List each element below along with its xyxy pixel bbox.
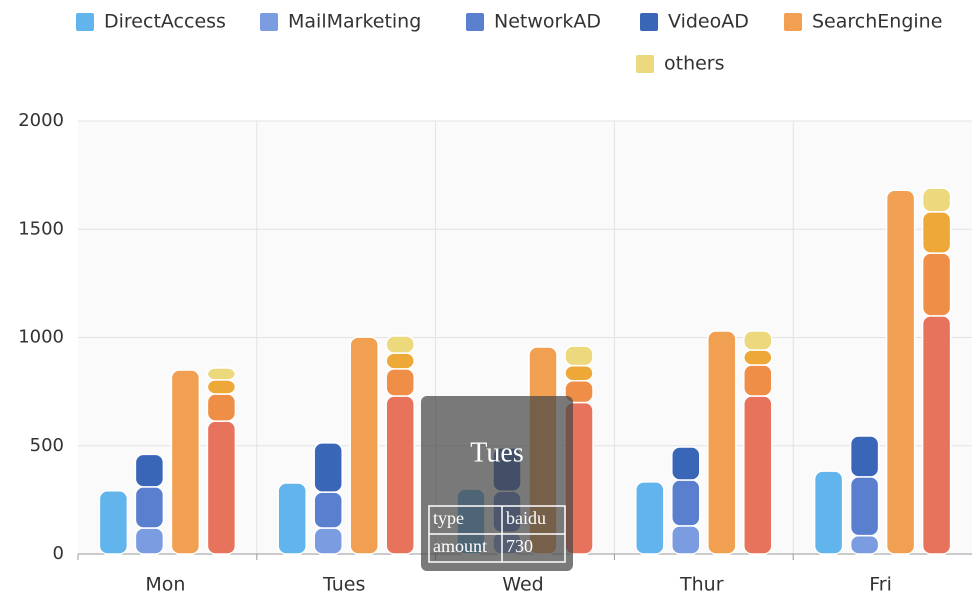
bar xyxy=(885,189,916,555)
x-tick-label: Thur xyxy=(679,574,724,596)
bar xyxy=(671,525,701,555)
tooltip-header: type xyxy=(433,508,464,528)
bar xyxy=(743,349,773,366)
bar xyxy=(921,211,952,254)
bar xyxy=(206,393,237,422)
legend-label: SearchEngine xyxy=(812,11,942,33)
bar xyxy=(849,435,880,478)
legend-swatch xyxy=(76,13,94,31)
y-tick-label: 1000 xyxy=(18,327,64,348)
bar xyxy=(134,486,165,529)
tooltip: Tues type amount baidu 730 xyxy=(421,396,573,571)
tooltip-series: baidu xyxy=(506,508,546,528)
bar xyxy=(921,187,952,213)
bar xyxy=(921,315,952,555)
bar xyxy=(385,335,415,354)
legend-label: DirectAccess xyxy=(104,11,226,33)
bar xyxy=(671,446,701,481)
bar xyxy=(385,352,415,370)
y-tick-label: 500 xyxy=(30,435,64,456)
bar xyxy=(743,330,773,351)
bar xyxy=(849,534,880,555)
legend-label: NetworkAD xyxy=(494,11,601,33)
y-tick-label: 1500 xyxy=(18,218,64,239)
bar xyxy=(813,470,844,555)
legend-swatch xyxy=(466,13,484,31)
bar xyxy=(707,330,737,555)
x-tick-label: Fri xyxy=(869,574,892,596)
bar xyxy=(671,479,701,527)
bar xyxy=(564,345,594,367)
bar xyxy=(134,527,165,555)
tooltip-title: Tues xyxy=(470,437,523,468)
plot: 0 500 1000 1500 2000 Mon Tues Wed Thur Fri xyxy=(18,110,972,596)
bar xyxy=(206,367,237,381)
legend-swatch xyxy=(640,13,658,31)
bar xyxy=(743,364,773,397)
legend-swatch xyxy=(784,13,802,31)
x-tick-label: Wed xyxy=(502,574,543,596)
bar xyxy=(743,395,773,555)
bar xyxy=(349,336,379,555)
legend-swatch xyxy=(636,55,654,73)
y-tick-label: 0 xyxy=(53,543,64,564)
y-tick-label: 2000 xyxy=(18,110,64,131)
bar xyxy=(385,395,415,555)
bar xyxy=(849,476,880,537)
legend-label: MailMarketing xyxy=(288,11,421,33)
tooltip-header: amount xyxy=(433,536,487,556)
legend: DirectAccess MailMarketing NetworkAD VideoA… xyxy=(76,11,942,75)
x-tick-label: Tues xyxy=(322,574,365,596)
bar xyxy=(313,491,343,529)
bar xyxy=(564,364,594,382)
bar xyxy=(313,527,343,555)
bar xyxy=(921,252,952,317)
bar xyxy=(134,453,165,488)
bar xyxy=(98,490,129,555)
bar xyxy=(635,481,665,555)
bar xyxy=(385,368,415,397)
tooltip-box xyxy=(421,396,573,571)
x-tick-label: Mon xyxy=(145,574,185,596)
legend-label: VideoAD xyxy=(668,11,749,33)
legend-label: others xyxy=(664,53,725,75)
legend-swatch xyxy=(260,13,278,31)
bar xyxy=(206,379,237,395)
bar xyxy=(170,369,201,555)
bar xyxy=(277,482,307,555)
bar xyxy=(206,420,237,555)
bar xyxy=(313,442,343,493)
tooltip-value: 730 xyxy=(506,536,533,556)
